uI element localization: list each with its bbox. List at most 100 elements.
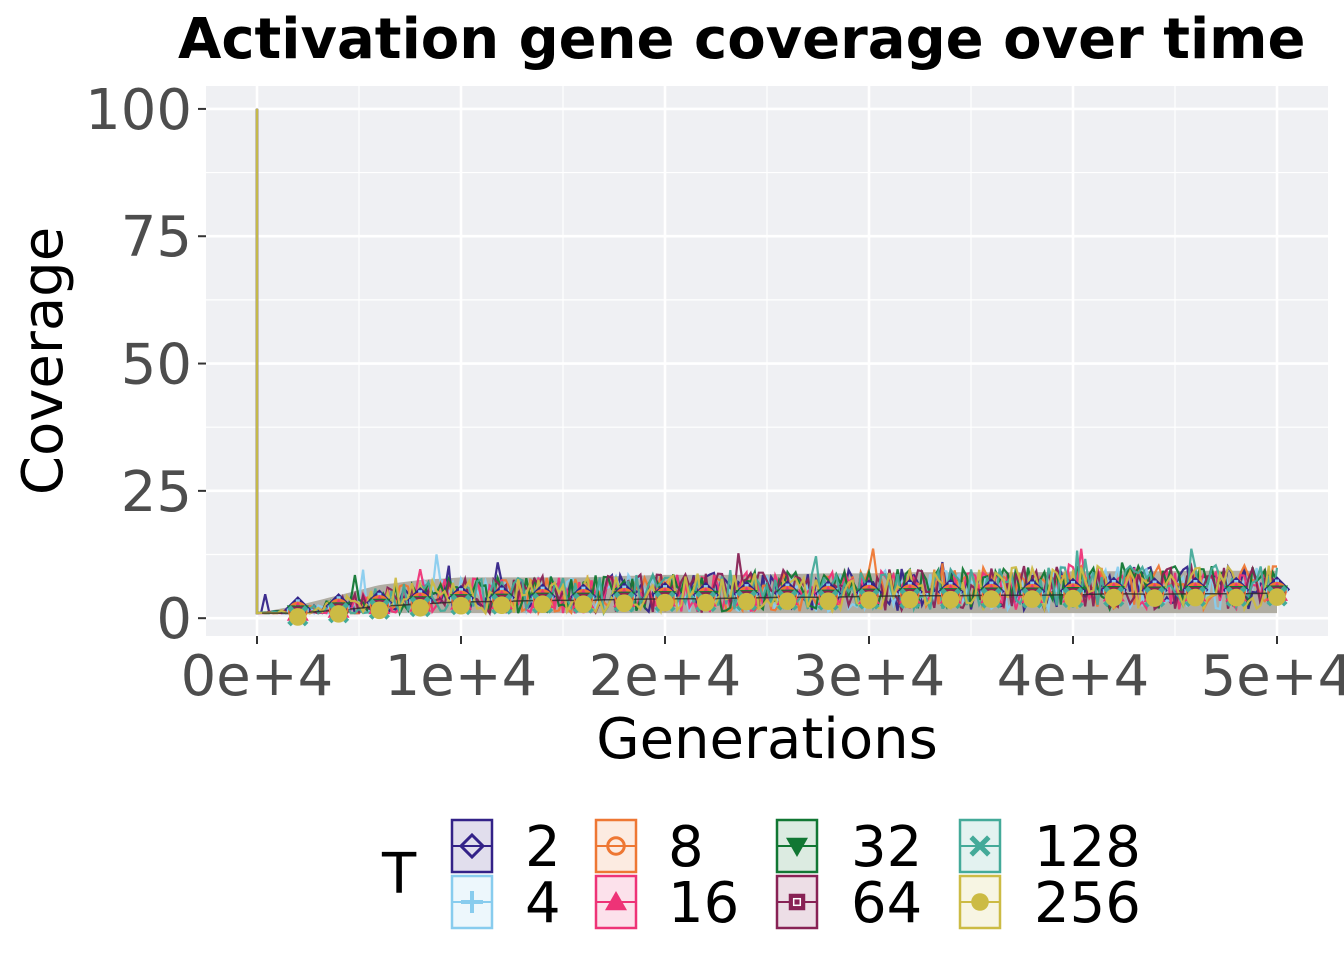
- data-point: [533, 595, 552, 614]
- legend-title: T: [381, 842, 417, 907]
- marker-square-inner: [792, 897, 802, 907]
- y-tick-label: 25: [121, 460, 192, 525]
- marker-circle: [493, 596, 511, 615]
- x-tick-label: 5e+4: [1201, 644, 1344, 709]
- legend-key-marker: [458, 832, 486, 860]
- marker-circle: [778, 592, 797, 610]
- marker-triangle-down: [786, 837, 808, 857]
- data-point: [615, 594, 633, 612]
- y-axis-title: Coverage: [11, 227, 76, 495]
- data-point: [1268, 588, 1286, 606]
- data-point: [656, 593, 674, 612]
- series-markers: [284, 576, 1291, 627]
- marker-circle: [1186, 588, 1205, 607]
- data-point: [819, 592, 837, 610]
- marker-circle: [860, 591, 878, 609]
- legend-key-marker: [971, 893, 989, 911]
- legend-label: 32: [851, 815, 922, 880]
- legend-label: 8: [668, 815, 704, 880]
- chart-title: Activation gene coverage over time: [178, 7, 1306, 72]
- data-point: [493, 596, 511, 615]
- legend-item-8: 8: [594, 815, 704, 880]
- data-point: [1023, 590, 1041, 608]
- data-point: [289, 608, 307, 626]
- y-tick-label: 100: [85, 78, 192, 143]
- data-point: [1186, 588, 1205, 607]
- legend-key-marker: [605, 891, 627, 911]
- marker-circle: [452, 596, 470, 615]
- data-point: [860, 591, 878, 609]
- data-point: [1064, 589, 1082, 608]
- data-point: [737, 592, 756, 611]
- marker-circle: [533, 595, 552, 614]
- data-point: [941, 590, 960, 609]
- data-point: [982, 590, 1001, 608]
- marker-circle: [1064, 589, 1082, 608]
- legend-key-marker: [969, 835, 991, 857]
- y-tick-label: 75: [121, 205, 192, 270]
- x-axis-title: Generations: [596, 707, 938, 772]
- legend-key-marker: [786, 837, 808, 857]
- legend-label: 4: [525, 871, 561, 936]
- x-tick-label: 2e+4: [589, 644, 742, 709]
- marker-circle: [329, 605, 348, 623]
- legend-item-256: 256: [958, 871, 1141, 936]
- marker-circle: [370, 601, 389, 620]
- legend-key-marker: [461, 891, 483, 913]
- marker-square: [788, 893, 806, 911]
- marker-circle: [1268, 588, 1286, 606]
- marker-circle: [901, 590, 919, 609]
- marker-circle: [574, 595, 593, 614]
- legend-label: 16: [668, 871, 739, 936]
- marker-circle: [411, 598, 430, 617]
- legend-item-32: 32: [775, 815, 922, 880]
- legend-key-marker: [788, 893, 806, 911]
- legend-label: 128: [1034, 815, 1141, 880]
- marker-circle: [819, 592, 837, 610]
- marker-circle: [941, 590, 960, 609]
- data-point: [901, 590, 919, 609]
- x-tick-label: 3e+4: [793, 644, 946, 709]
- data-point: [697, 593, 715, 612]
- marker-circle: [982, 590, 1001, 608]
- y-tick-label: 0: [156, 587, 192, 652]
- data-point: [574, 595, 593, 614]
- legend-label: 256: [1034, 871, 1141, 936]
- data-point: [370, 601, 389, 620]
- grid-minor: [206, 86, 1328, 636]
- marker-circle: [615, 594, 633, 612]
- marker-circle: [1145, 589, 1164, 607]
- x-tick-label: 0e+4: [181, 644, 334, 709]
- data-point: [452, 596, 470, 615]
- x-tick-label: 4e+4: [997, 644, 1150, 709]
- y-tick-label: 50: [121, 333, 192, 398]
- marker-circle: [1227, 588, 1245, 607]
- data-point: [1145, 589, 1164, 607]
- legend-item-16: 16: [594, 871, 739, 936]
- marker-cross-b: [969, 835, 991, 857]
- data-point: [1227, 588, 1245, 607]
- x-tick-label: 1e+4: [385, 644, 538, 709]
- marker-circle: [1105, 588, 1123, 607]
- data-point: [1105, 588, 1123, 607]
- marker-circle: [656, 593, 674, 612]
- data-point: [411, 598, 430, 617]
- data-point: [329, 605, 348, 623]
- data-point: [778, 592, 797, 610]
- legend-item-128: 128: [958, 815, 1141, 880]
- y-axis: 0 25 50 75 100: [85, 78, 206, 652]
- legend-item-4: 4: [450, 871, 561, 936]
- legend-item-64: 64: [775, 871, 922, 936]
- legend-label: 2: [525, 815, 561, 880]
- legend-label: 64: [851, 871, 922, 936]
- marker-diamond: [458, 832, 486, 860]
- marker-circle: [971, 893, 989, 911]
- marker-circle: [737, 592, 756, 611]
- marker-circle: [289, 608, 307, 626]
- legend-key-marker: [606, 836, 626, 856]
- marker-circle: [1023, 590, 1041, 608]
- marker-circle-open: [606, 836, 626, 856]
- marker-circle: [697, 593, 715, 612]
